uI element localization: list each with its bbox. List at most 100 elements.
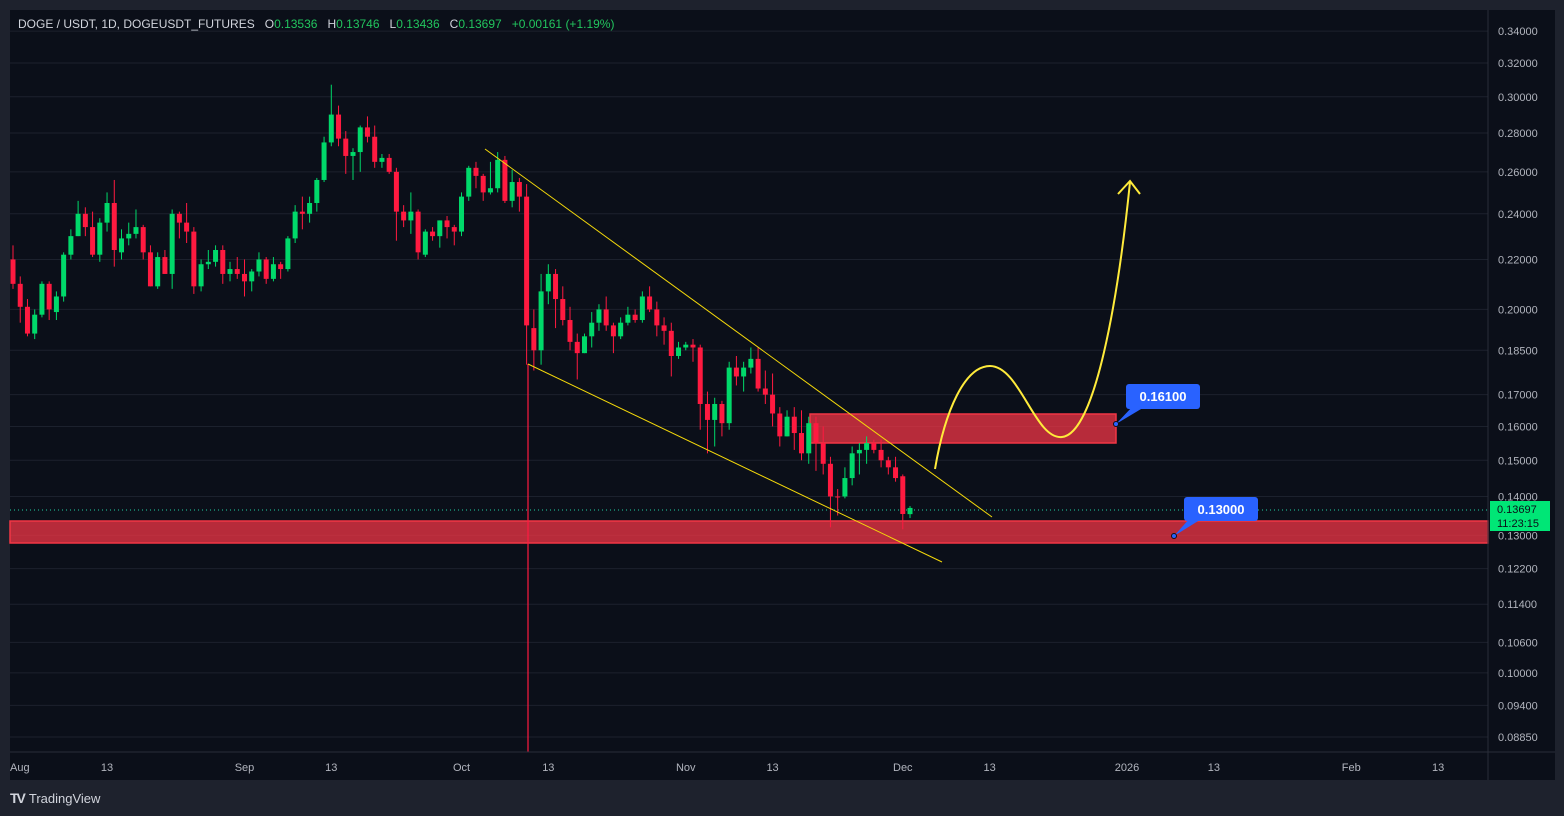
tradingview-logo-icon: TV	[10, 790, 26, 806]
candle-body	[842, 478, 848, 497]
candle-body	[97, 222, 103, 255]
candle-body	[791, 416, 797, 434]
candle	[444, 216, 450, 239]
x-tick-label: Nov	[676, 762, 696, 774]
bar-countdown: 11:23:15	[1497, 518, 1539, 530]
candle	[618, 317, 624, 340]
label-0161[interactable]: 0.16100	[1113, 384, 1201, 427]
candle-body	[502, 159, 508, 201]
candle	[307, 196, 313, 223]
support-zone[interactable]	[9, 520, 1489, 544]
candle-body	[350, 152, 356, 156]
candle-body	[184, 222, 190, 232]
candle	[581, 333, 587, 354]
lower-trendline[interactable]	[527, 363, 943, 563]
candle	[733, 356, 739, 386]
drawings	[9, 364, 1489, 752]
anchor-point[interactable]	[1113, 421, 1119, 427]
candle	[104, 192, 110, 232]
candle	[234, 257, 240, 279]
candle-body	[111, 202, 117, 250]
label-pointer	[1174, 518, 1203, 536]
candle	[422, 229, 428, 258]
candle	[133, 209, 139, 239]
x-tick-label: 13	[983, 762, 995, 774]
candle	[336, 105, 342, 147]
projection-curve[interactable]	[934, 181, 1131, 470]
candle-body	[104, 202, 110, 223]
y-tick-label: 0.22000	[1498, 254, 1538, 266]
label-box	[1184, 497, 1258, 521]
resistance-zone[interactable]	[809, 413, 1117, 444]
y-tick-label: 0.32000	[1498, 58, 1538, 70]
y-tick-label: 0.09400	[1498, 700, 1538, 712]
candle	[610, 322, 616, 354]
candle	[119, 229, 125, 260]
candle	[191, 227, 197, 294]
open-label: O	[264, 17, 275, 31]
candle-body	[654, 309, 660, 326]
x-tick-label: 13	[325, 762, 337, 774]
candle	[32, 309, 38, 340]
candle	[227, 261, 233, 282]
candle-body	[697, 347, 703, 404]
candle-body	[314, 179, 320, 203]
candle-body	[119, 238, 125, 253]
candle	[147, 245, 153, 287]
candle	[386, 153, 392, 174]
candle-body	[263, 259, 269, 279]
candle-body	[415, 211, 421, 253]
candle	[126, 222, 132, 246]
candle-body	[524, 196, 530, 326]
candle	[784, 410, 790, 437]
candle-body	[531, 328, 537, 351]
candle-body	[61, 254, 67, 297]
candle-body	[777, 413, 783, 437]
candle-body	[140, 227, 146, 253]
candle	[256, 252, 262, 277]
anchor-point[interactable]	[1171, 533, 1177, 539]
candle-body	[726, 367, 732, 424]
candle-body	[893, 467, 899, 479]
candle-body	[813, 423, 819, 444]
candle	[241, 259, 247, 297]
candle	[900, 474, 906, 530]
current-price-tag: 0.13697 11:23:15	[1490, 501, 1550, 531]
candle	[741, 361, 747, 392]
candle-body	[676, 347, 682, 357]
candle	[726, 361, 732, 430]
candle-body	[191, 231, 197, 287]
candle	[878, 439, 884, 468]
upper-trendline[interactable]	[484, 148, 993, 518]
candle-body	[379, 157, 385, 162]
y-tick-label: 0.08850	[1498, 732, 1538, 744]
candle	[198, 259, 204, 292]
candle	[668, 322, 674, 377]
label-013[interactable]: 0.13000	[1171, 497, 1259, 539]
candle	[820, 426, 826, 475]
candle	[531, 309, 537, 371]
candle-body	[90, 227, 96, 255]
candle	[661, 317, 667, 345]
low-value: 0.13436	[396, 17, 440, 31]
candle-body	[307, 202, 313, 214]
candle-body	[357, 127, 363, 153]
candle	[770, 373, 776, 427]
low-label: L	[389, 17, 397, 31]
candle	[799, 410, 805, 461]
candle	[697, 344, 703, 430]
price-axis[interactable]: 0.34000 0.32000 0.30000 0.28000 0.26000 0.240…	[1498, 26, 1538, 744]
candle-body	[401, 211, 407, 221]
candle-body	[509, 182, 515, 201]
candle	[762, 370, 768, 404]
time-axis[interactable]: Aug 13 Sep 13 Oct 13 Nov 13 Dec 13 2026 13 Feb 13	[10, 762, 1444, 774]
candle	[97, 218, 103, 262]
candle-body	[516, 182, 522, 197]
candle-body	[82, 213, 88, 228]
candle-body	[285, 238, 291, 270]
candle	[545, 264, 551, 305]
candle-body	[437, 220, 443, 237]
symbol-legend[interactable]: DOGE / USDT, 1D, DOGEUSDT_FUTURES O0.135…	[18, 17, 614, 31]
tradingview-brand[interactable]: TV TradingView	[10, 790, 100, 806]
